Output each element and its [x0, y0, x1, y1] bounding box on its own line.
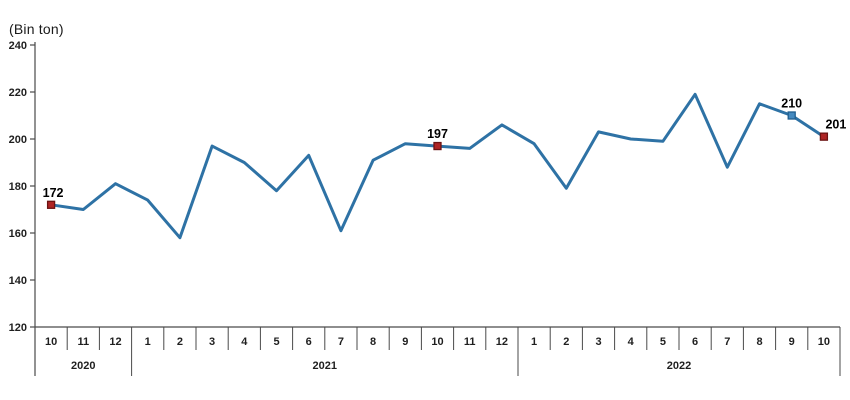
y-tick-label: 240 [9, 40, 27, 52]
month-label: 1 [531, 336, 537, 348]
month-label: 7 [338, 336, 344, 348]
month-label: 1 [145, 336, 151, 348]
month-label: 4 [241, 336, 248, 348]
month-label: 10 [45, 336, 57, 348]
month-label: 10 [431, 336, 443, 348]
month-label: 11 [464, 336, 476, 348]
month-label: 4 [628, 336, 635, 348]
series-line [49, 92, 826, 240]
month-label: 9 [789, 336, 795, 348]
month-label: 2 [177, 336, 183, 348]
data-marker-blue [787, 111, 796, 120]
data-marker-red [46, 200, 56, 209]
y-tick-label: 120 [9, 322, 27, 334]
data-point-label: 197 [427, 127, 448, 141]
month-label: 3 [209, 336, 215, 348]
y-tick-label: 160 [9, 228, 27, 240]
data-point-label: 201 [825, 118, 846, 132]
y-axis-unit-label: (Bin ton) [9, 21, 64, 37]
month-label: 5 [660, 336, 666, 348]
data-point-label: 172 [43, 186, 64, 200]
month-label: 8 [370, 336, 376, 348]
data-marker-red [819, 132, 829, 141]
month-label: 8 [756, 336, 762, 348]
month-label: 9 [402, 336, 408, 348]
month-label: 2 [563, 336, 569, 348]
y-tick-label: 140 [9, 275, 27, 287]
month-label: 11 [77, 336, 89, 348]
y-tick-label: 200 [9, 134, 27, 146]
data-marker-red [433, 141, 442, 151]
month-label: 7 [724, 336, 730, 348]
month-label: 6 [692, 336, 698, 348]
month-label: 12 [109, 336, 121, 348]
y-tick-label: 220 [9, 87, 27, 99]
data-point-label: 210 [781, 97, 802, 111]
month-label: 12 [496, 336, 508, 348]
year-label: 2020 [71, 360, 95, 372]
y-tick-label: 180 [9, 181, 27, 193]
month-label: 10 [818, 336, 830, 348]
month-label: 3 [595, 336, 601, 348]
month-label: 5 [273, 336, 279, 348]
year-label: 2021 [313, 360, 337, 372]
month-label: 6 [306, 336, 312, 348]
year-label: 2022 [667, 360, 691, 372]
